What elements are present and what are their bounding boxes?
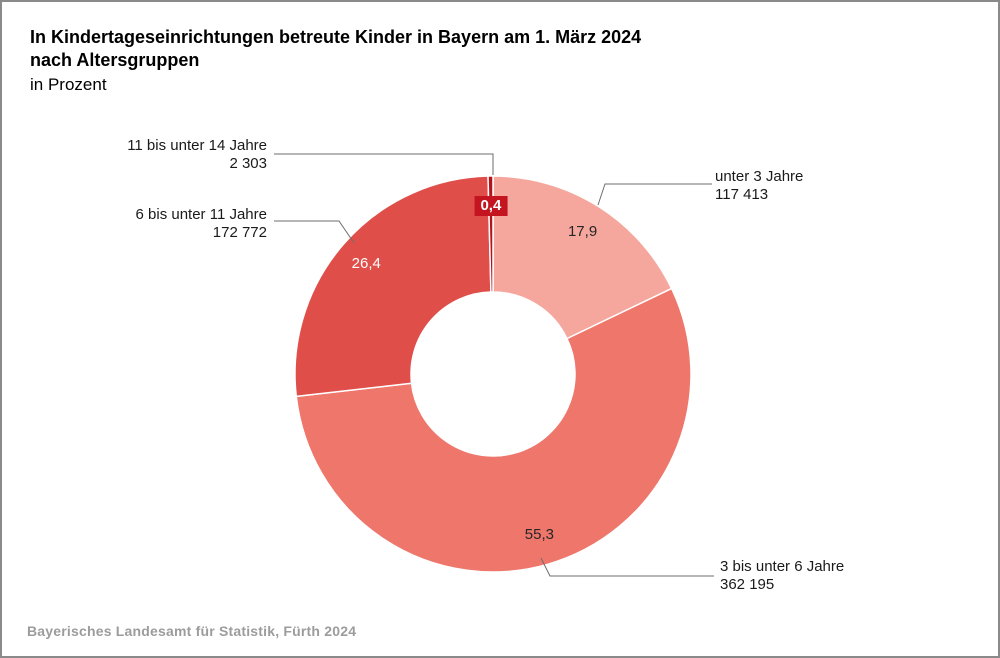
chart-subtitle: in Prozent (30, 75, 107, 94)
callout-unter-3-label: unter 3 Jahre (715, 168, 804, 185)
segment-percent-6-bis-11: 26,4 (351, 254, 381, 272)
chart-title-line2: nach Altersgruppen (30, 50, 200, 70)
leader-line-3-bis-6 (540, 557, 714, 577)
callout-unter-3-count: 117 413 (715, 185, 769, 203)
callout-11-bis-14: 11 bis unter 14 Jahre 2 303 (87, 137, 267, 172)
callout-11-bis-14-label: 11 bis unter 14 Jahre (127, 137, 267, 154)
callout-3-bis-6: 3 bis unter 6 Jahre 362 195 (720, 558, 844, 593)
leader-lines (274, 153, 714, 577)
callout-3-bis-6-count: 362 195 (720, 575, 775, 593)
chart-title: In Kindertageseinrichtungen betreute Kin… (30, 26, 641, 72)
donut-segment-2 (294, 175, 492, 398)
callout-11-bis-14-count: 2 303 (229, 154, 267, 172)
chart-title-line1: In Kindertageseinrichtungen betreute Kin… (30, 27, 642, 47)
segment-percent-unter-3: 17,9 (567, 222, 598, 240)
callout-6-bis-11-count: 172 772 (212, 223, 267, 241)
callout-3-bis-6-label: 3 bis unter 6 Jahre (720, 558, 845, 575)
segment-percent-3-bis-6: 55,3 (524, 526, 554, 544)
segment-percent-11-bis-14: 0,4 (474, 196, 508, 216)
source-note: Bayerisches Landesamt für Statistik, Für… (27, 623, 357, 639)
leader-line-unter-3 (597, 183, 712, 206)
callout-6-bis-11: 6 bis unter 11 Jahre 172 772 (87, 206, 267, 241)
donut-segment-0 (492, 175, 673, 340)
callout-6-bis-11-label: 6 bis unter 11 Jahre (135, 206, 267, 223)
donut-segments (294, 175, 692, 573)
callout-unter-3: unter 3 Jahre 117 413 (715, 168, 803, 203)
leader-line-11-bis-14 (274, 153, 494, 175)
leader-line-6-bis-11 (274, 220, 355, 244)
donut-segment-1 (295, 287, 692, 573)
